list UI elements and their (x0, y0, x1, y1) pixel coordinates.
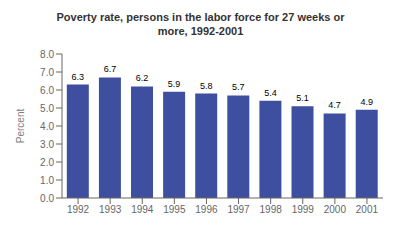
svg-text:4.7: 4.7 (328, 100, 341, 110)
svg-text:1992: 1992 (67, 204, 90, 215)
svg-text:1997: 1997 (227, 204, 250, 215)
svg-text:1993: 1993 (99, 204, 122, 215)
svg-text:6.7: 6.7 (104, 64, 117, 74)
svg-text:6.3: 6.3 (72, 72, 85, 82)
svg-text:1.0: 1.0 (40, 175, 54, 186)
svg-text:1998: 1998 (260, 204, 283, 215)
html-text:Poverty rate, persons in the l: Poverty rate, persons in the labor force… (56, 11, 345, 23)
svg-text:7.0: 7.0 (40, 67, 54, 78)
svg-text:2001: 2001 (356, 204, 379, 215)
svg-text:8.0: 8.0 (40, 49, 54, 60)
svg-text:1999: 1999 (292, 204, 315, 215)
svg-text:5.9: 5.9 (168, 79, 181, 89)
svg-text:5.4: 5.4 (264, 88, 277, 98)
svg-text:6.2: 6.2 (136, 73, 149, 83)
svg-text:6.0: 6.0 (40, 85, 54, 96)
svg-text:4.0: 4.0 (40, 121, 54, 132)
svg-text:1995: 1995 (163, 204, 186, 215)
svg-text:5.1: 5.1 (296, 93, 309, 103)
html-text:more, 1992-2001: more, 1992-2001 (157, 25, 244, 37)
svg-text:2000: 2000 (324, 204, 347, 215)
svg-text:1994: 1994 (131, 204, 154, 215)
svg-text:2.0: 2.0 (40, 157, 54, 168)
svg-text:5.7: 5.7 (232, 82, 245, 92)
svg-text:3.0: 3.0 (40, 139, 54, 150)
svg-text:5.0: 5.0 (40, 103, 54, 114)
svg-text:0.0: 0.0 (40, 193, 54, 204)
svg-text:4.9: 4.9 (360, 97, 373, 107)
svg-text:Percent: Percent (15, 109, 26, 144)
svg-text:5.8: 5.8 (200, 81, 213, 91)
svg-text:1996: 1996 (195, 204, 218, 215)
